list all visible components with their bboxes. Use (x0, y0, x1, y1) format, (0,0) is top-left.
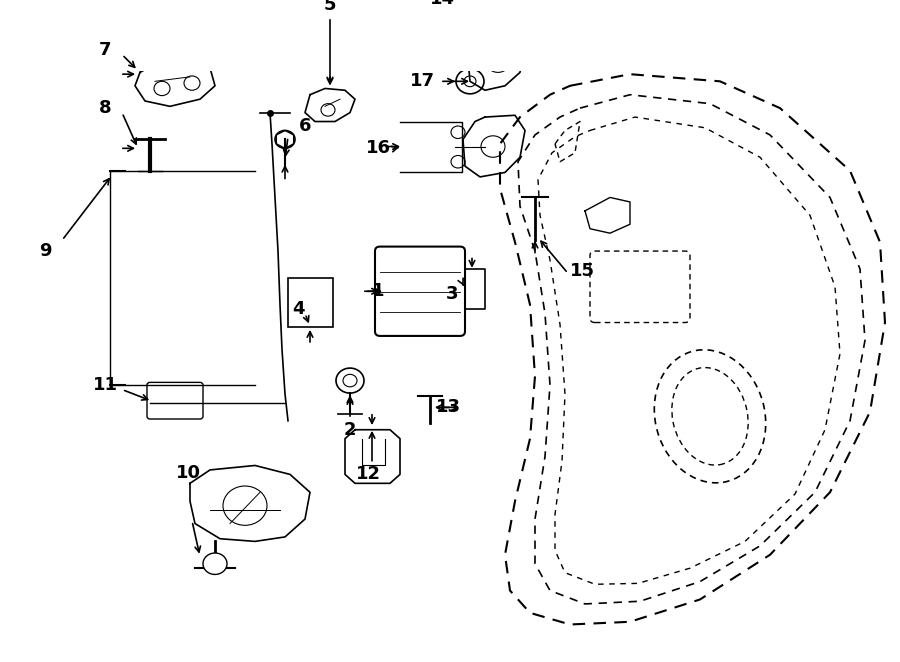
Text: 5: 5 (324, 0, 337, 15)
Text: 14: 14 (429, 0, 454, 8)
Circle shape (203, 553, 227, 575)
Text: 16: 16 (365, 139, 391, 158)
Text: 11: 11 (93, 376, 118, 394)
Text: 8: 8 (99, 99, 112, 117)
Text: 9: 9 (39, 242, 51, 260)
Text: 10: 10 (176, 463, 201, 482)
Text: 2: 2 (344, 421, 356, 439)
Bar (288, 278, 333, 327)
Text: 13: 13 (436, 399, 461, 416)
Text: 3: 3 (446, 285, 458, 303)
Text: 1: 1 (372, 282, 384, 301)
Text: 12: 12 (356, 465, 381, 483)
Text: 6: 6 (299, 117, 311, 135)
Text: 4: 4 (292, 300, 304, 318)
Text: 7: 7 (99, 41, 112, 59)
Text: 17: 17 (410, 72, 435, 90)
Text: 15: 15 (570, 261, 595, 280)
